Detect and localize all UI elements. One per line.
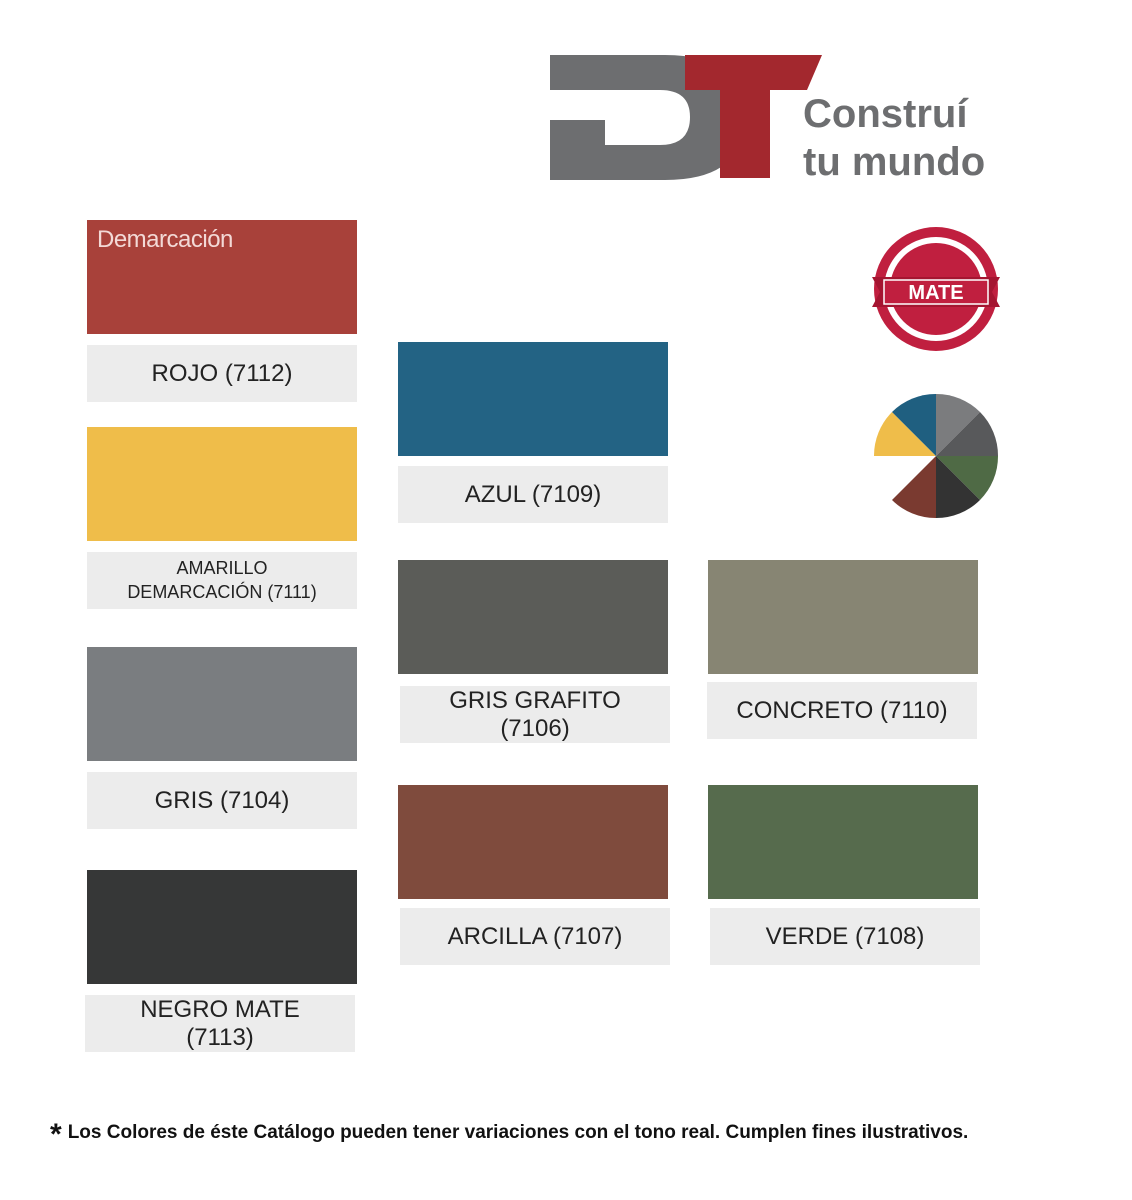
- color-swatch: Demarcación: [87, 220, 357, 334]
- color-swatch: [87, 870, 357, 984]
- color-swatch: [708, 560, 978, 674]
- footnote: * Los Colores de éste Catálogo pueden ten…: [50, 1118, 968, 1152]
- color-swatch: [398, 342, 668, 456]
- color-swatch: [398, 785, 668, 899]
- swatch-label: GRIS (7104): [87, 772, 357, 829]
- tagline: Construí: [803, 92, 968, 136]
- tagline: tu mundo: [803, 140, 986, 184]
- swatch-label: AMARILLO DEMARCACIÓN (7111): [87, 552, 357, 609]
- swatch-label: NEGRO MATE (7113): [85, 995, 355, 1052]
- footnote-mark: *: [50, 1118, 62, 1151]
- swatch-tag: Demarcación: [97, 226, 233, 253]
- logo-mark: [550, 55, 822, 180]
- badge: MATE: [872, 227, 1000, 351]
- footnote-text: Los Colores de éste Catálogo pueden tene…: [67, 1122, 969, 1143]
- color-swatch: [398, 560, 668, 674]
- color-swatch: [87, 647, 357, 761]
- swatch-label: VERDE (7108): [710, 908, 980, 965]
- swatch-label: CONCRETO (7110): [707, 682, 977, 739]
- color-swatch: [708, 785, 978, 899]
- swatch-label: ROJO (7112): [87, 345, 357, 402]
- badge-text: MATE: [908, 282, 963, 304]
- swatch-label: ARCILLA (7107): [400, 908, 670, 965]
- swatch-label: GRIS GRAFITO (7106): [400, 686, 670, 743]
- color-wheel-icon: [873, 393, 999, 519]
- color-swatch: [87, 427, 357, 541]
- swatch-label: AZUL (7109): [398, 466, 668, 523]
